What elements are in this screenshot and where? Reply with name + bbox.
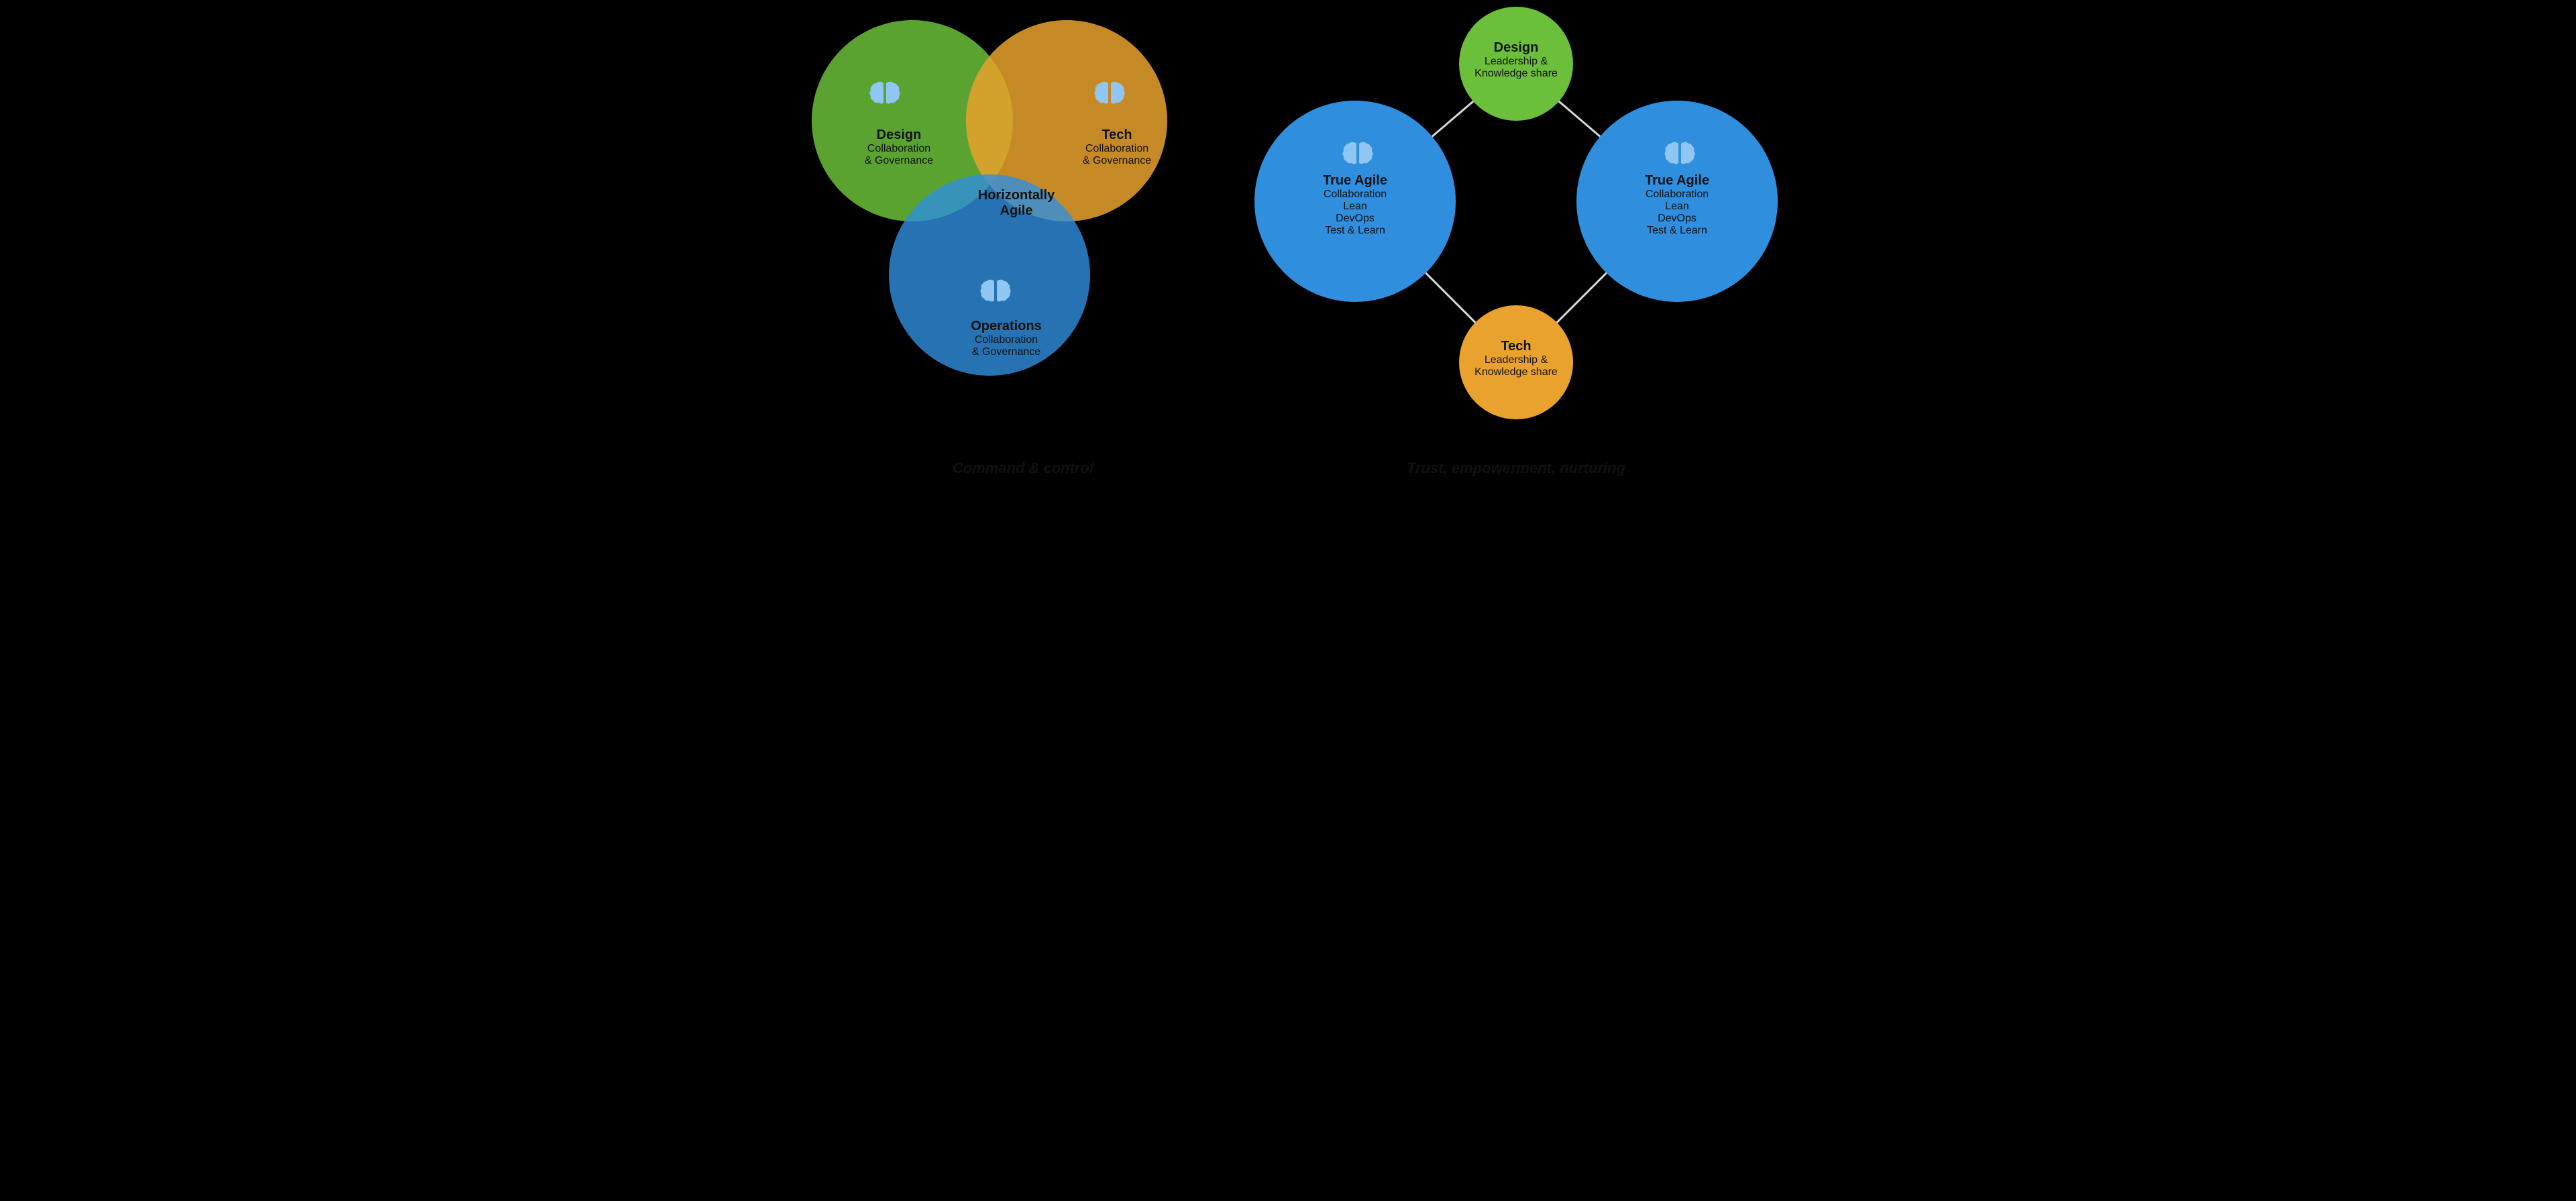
node-sub1: Leadership & [1459, 354, 1573, 366]
center-line1: Horizontally [966, 188, 1067, 203]
node-sub2: Knowledge share [1459, 68, 1573, 80]
node-sub-extra: Test & Learn [1254, 225, 1456, 237]
venn-label-design: DesignCollaboration& Governance [845, 127, 953, 167]
brain-icon [1093, 81, 1126, 107]
venn-label-tech: TechCollaboration& Governance [1063, 127, 1171, 167]
node-sub-extra: Test & Learn [1576, 225, 1778, 237]
node-sub2: Lean [1254, 201, 1456, 213]
diagram-stage: DesignCollaboration& Governance TechColl… [758, 0, 1818, 493]
node-sub2: Lean [1576, 201, 1778, 213]
caption-right: Trust, empowerment, nurturing [1382, 460, 1650, 477]
caption-left: Command & control [889, 460, 1157, 477]
venn-center-label: HorizontallyAgile [966, 188, 1067, 219]
venn-title: Tech [1063, 127, 1171, 143]
node-title: True Agile [1254, 173, 1456, 189]
node-sub1: Collaboration [1576, 189, 1778, 201]
node-sub-extra: DevOps [1576, 213, 1778, 225]
venn-label-operations: OperationsCollaboration& Governance [953, 319, 1060, 358]
venn-sub2: & Governance [845, 155, 953, 167]
brain-icon [1342, 141, 1374, 168]
node-title: Design [1459, 40, 1573, 56]
venn-sub2: & Governance [953, 346, 1060, 358]
venn-sub1: Collaboration [953, 334, 1060, 346]
node-label-agile-right: True AgileCollaborationLeanDevOpsTest & … [1576, 173, 1778, 237]
center-line2: Agile [966, 203, 1067, 219]
node-title: Tech [1459, 339, 1573, 354]
node-sub1: Leadership & [1459, 56, 1573, 68]
venn-title: Operations [953, 319, 1060, 334]
brain-icon [979, 278, 1012, 305]
venn-sub2: & Governance [1063, 155, 1171, 167]
node-title: True Agile [1576, 173, 1778, 189]
node-sub2: Knowledge share [1459, 366, 1573, 378]
venn-sub1: Collaboration [845, 143, 953, 155]
node-label-agile-left: True AgileCollaborationLeanDevOpsTest & … [1254, 173, 1456, 237]
node-sub-extra: DevOps [1254, 213, 1456, 225]
node-sub1: Collaboration [1254, 189, 1456, 201]
node-label-design-small: DesignLeadership &Knowledge share [1459, 40, 1573, 80]
node-label-tech-small: TechLeadership &Knowledge share [1459, 339, 1573, 378]
brain-icon [1664, 141, 1696, 168]
venn-title: Design [845, 127, 953, 143]
venn-sub1: Collaboration [1063, 143, 1171, 155]
brain-icon [869, 81, 901, 107]
